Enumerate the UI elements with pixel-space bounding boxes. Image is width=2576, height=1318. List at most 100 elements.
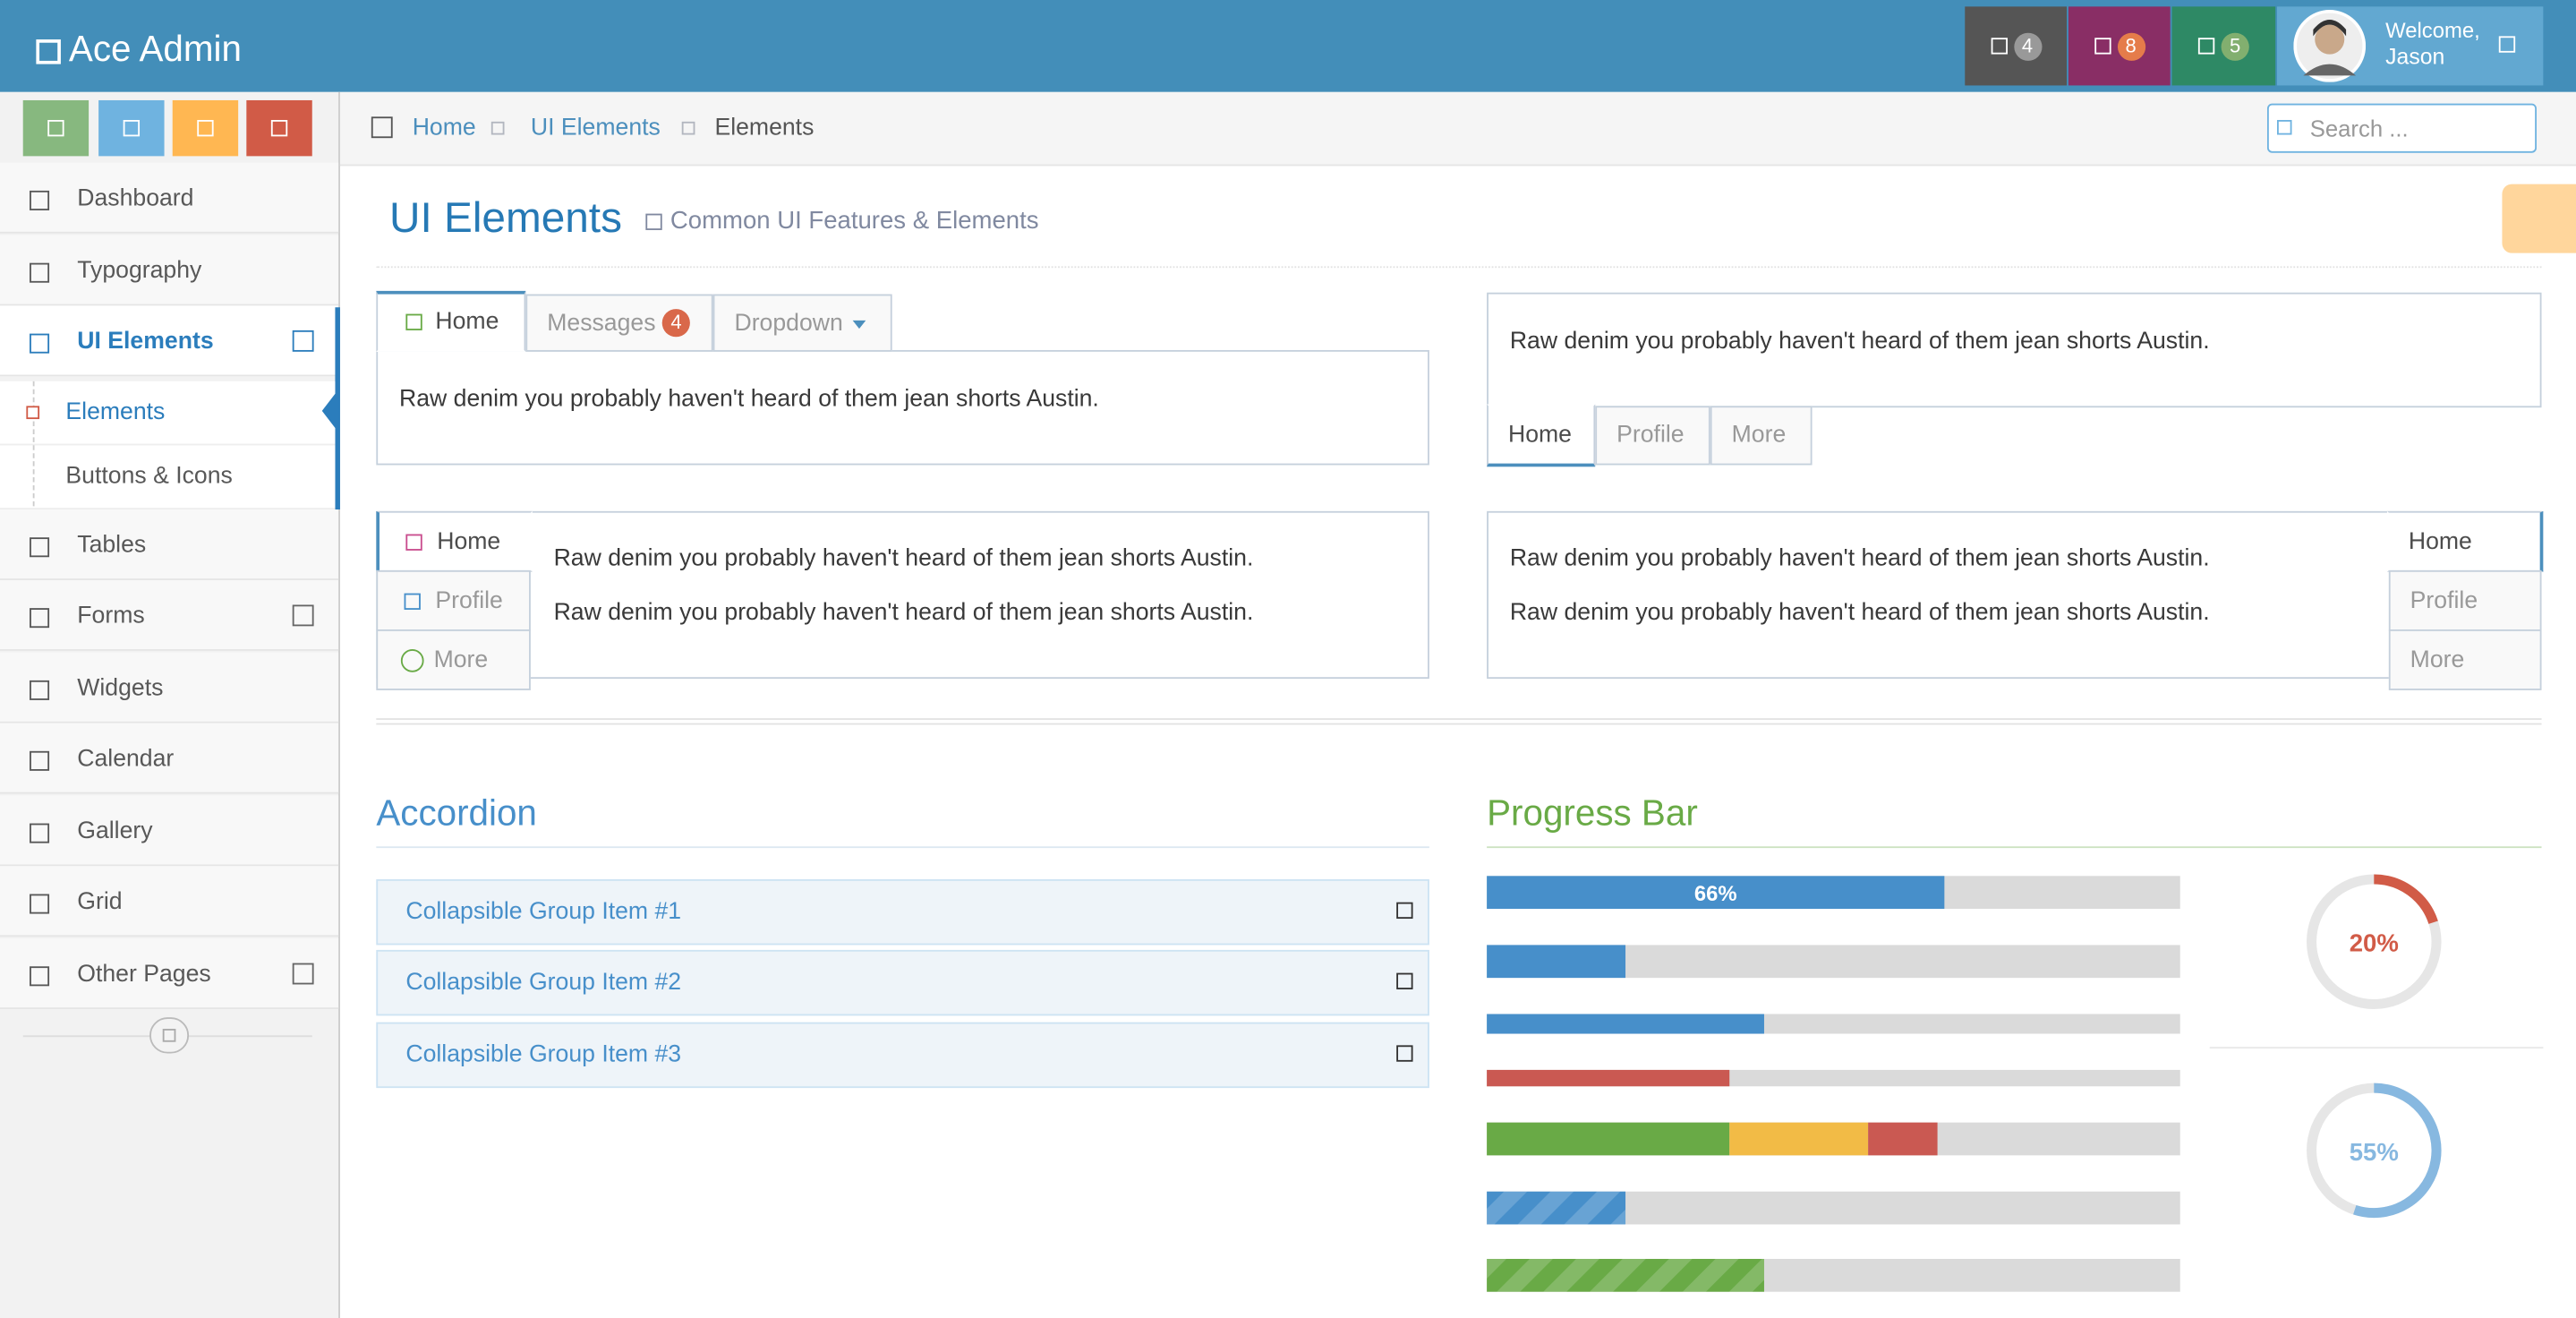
welcome: Welcome,	[2385, 18, 2480, 43]
menu-item[interactable]	[0, 866, 339, 937]
menu-item[interactable]	[0, 795, 339, 867]
tasks-button[interactable]: 4	[1965, 6, 2068, 86]
shortcut-button[interactable]	[172, 99, 239, 157]
menu-icon	[30, 190, 50, 210]
page-title: UI Elements	[389, 192, 622, 242]
tab-text: Raw denim you probably haven't heard of …	[553, 545, 1254, 572]
divider	[1487, 846, 2542, 849]
shortcut-button[interactable]	[246, 99, 312, 157]
tab-label: Dropdown	[734, 309, 843, 337]
tab-label: More	[433, 646, 489, 673]
menu-label: Tables	[77, 532, 147, 560]
tab-content	[376, 349, 1429, 466]
divider	[376, 718, 2542, 725]
submenu-item[interactable]	[0, 381, 336, 446]
accordion-label: Collapsible Group Item #1	[405, 899, 682, 926]
stripe	[1487, 1258, 1764, 1292]
menu-item[interactable]	[0, 938, 339, 1009]
menu-item[interactable]	[0, 235, 339, 306]
breadcrumb[interactable]: UI Elements	[530, 115, 661, 141]
search-box[interactable]	[2266, 103, 2538, 153]
tab[interactable]: Messages 4	[525, 294, 713, 352]
progress-segment	[1487, 1122, 1730, 1156]
menu-item[interactable]	[0, 162, 339, 234]
menu-icon	[30, 894, 50, 914]
tab[interactable]: Profile	[1595, 406, 1710, 466]
menu-label: Typography	[77, 258, 202, 285]
menu-label: Gallery	[77, 818, 153, 845]
breadcrumb: Elements	[714, 115, 815, 141]
tab[interactable]: Home	[376, 290, 526, 352]
arrow-icon	[292, 330, 314, 352]
divider	[2209, 1047, 2544, 1049]
tab[interactable]: Dropdown	[712, 294, 892, 352]
notifications-button[interactable]: 8	[2068, 6, 2171, 86]
tab[interactable]: Home	[1487, 404, 1596, 467]
menu-item[interactable]	[0, 305, 339, 377]
menu-icon	[30, 537, 50, 558]
accordion-label: Collapsible Group Item #3	[405, 1041, 682, 1069]
avatar	[2293, 10, 2367, 82]
accordion-item[interactable]: Collapsible Group Item #1	[376, 878, 1429, 946]
tab-label: Home	[437, 528, 501, 555]
submenu-label: Elements	[65, 399, 166, 426]
progress-segment	[1487, 1069, 1730, 1087]
menu-icon	[30, 750, 50, 771]
menu-item[interactable]	[0, 509, 339, 580]
breadcrumb[interactable]: Home	[412, 115, 476, 141]
shortcut-button[interactable]	[22, 99, 90, 157]
pie-label: 55%	[2350, 1138, 2399, 1166]
tab-content	[1487, 510, 2542, 680]
tab-label: Profile	[435, 587, 503, 614]
submenu-item[interactable]	[0, 445, 336, 510]
accordion-label: Collapsible Group Item #2	[405, 969, 682, 997]
brand-text: Ace Admin	[68, 28, 242, 70]
tab[interactable]: More	[2388, 629, 2542, 690]
submenu-label: Buttons & Icons	[65, 463, 233, 490]
pie-arc	[2353, 1083, 2442, 1219]
progress-label: 66%	[1694, 882, 1737, 906]
menu-item[interactable]	[0, 579, 339, 651]
tab-label: Profile	[2410, 587, 2478, 614]
badge: 4	[661, 309, 691, 338]
accordion-item[interactable]: Collapsible Group Item #2	[376, 949, 1429, 1016]
messages-button[interactable]: 5	[2171, 6, 2276, 86]
progress-segment	[1487, 945, 1626, 979]
tab-label: Home	[1507, 421, 1572, 449]
tree-line	[32, 381, 35, 507]
shortcut-button[interactable]	[98, 99, 165, 157]
menu-item[interactable]	[0, 723, 339, 794]
tab[interactable]: More	[376, 629, 531, 690]
menu-item[interactable]	[0, 652, 339, 723]
tab[interactable]: More	[1710, 406, 1813, 466]
tab[interactable]: Profile	[376, 569, 531, 631]
badge: 5	[2221, 31, 2249, 60]
menu-icon	[30, 262, 50, 283]
search-icon	[2277, 119, 2292, 135]
tab[interactable]: Home	[2386, 510, 2544, 572]
section-title: Accordion	[376, 792, 537, 834]
menu-label: Dashboard	[77, 185, 194, 212]
stripe	[1487, 1191, 1626, 1225]
tab-label: More	[2410, 646, 2465, 673]
separator	[490, 121, 505, 135]
angle-icon	[645, 213, 662, 230]
collapse-button[interactable]	[149, 1017, 190, 1054]
tab-label: Messages	[547, 309, 656, 337]
tab-label: Home	[2408, 528, 2472, 555]
menu-label: Grid	[77, 889, 123, 916]
tab-text: Raw denim you probably haven't heard of …	[553, 599, 1254, 627]
menu-label: Calendar	[77, 746, 175, 773]
settings-button[interactable]	[2502, 184, 2576, 253]
progress-segment	[1487, 1014, 1764, 1034]
tab-label: Home	[435, 309, 499, 336]
pie-arc	[2374, 874, 2438, 925]
tab-text: Raw denim you probably haven't heard of …	[1509, 545, 2210, 572]
arrow-icon	[292, 963, 314, 985]
tab-text: Raw denim you probably haven't heard of …	[1509, 599, 2210, 627]
accordion-item[interactable]: Collapsible Group Item #3	[376, 1022, 1429, 1089]
brand[interactable]: Ace Admin	[36, 28, 242, 70]
